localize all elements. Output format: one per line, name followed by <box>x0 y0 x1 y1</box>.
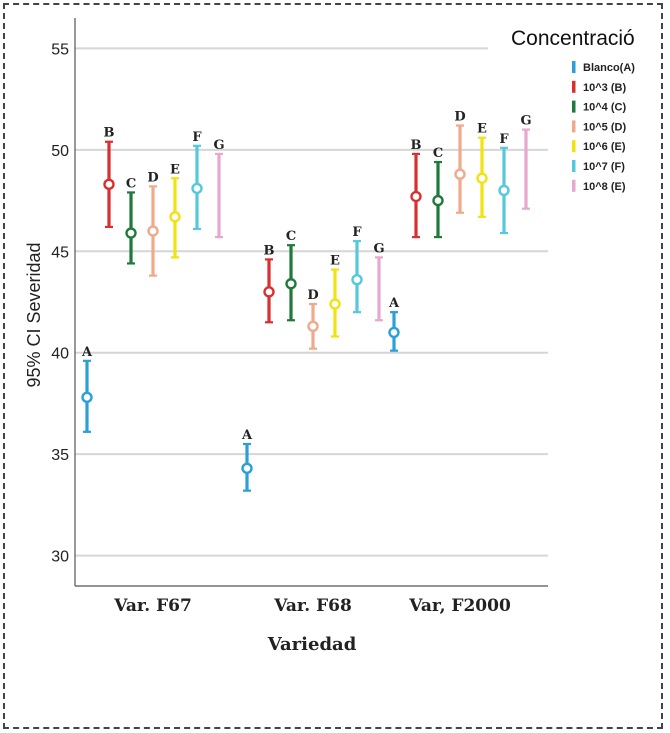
mean-marker <box>388 326 400 339</box>
legend-label: Blanco(A) <box>583 62 635 74</box>
group-letter: E <box>170 162 180 177</box>
group-letter: D <box>307 288 318 303</box>
mean-marker <box>476 172 488 184</box>
legend-title: Concentració <box>511 27 635 50</box>
mean-marker <box>169 211 181 223</box>
mean-marker <box>125 227 137 239</box>
group-letter: A <box>241 428 253 443</box>
series-3: D D D <box>147 110 466 350</box>
mean-marker <box>147 225 159 237</box>
mean-marker <box>454 168 466 180</box>
group-letter: C <box>433 146 443 161</box>
legend-label: 10^3 (B) <box>583 82 626 94</box>
group-letter: D <box>147 170 158 185</box>
y-tick-label: 40 <box>51 346 69 363</box>
legend-swatch <box>572 61 576 73</box>
group-letter: B <box>264 243 275 258</box>
group-letter: E <box>330 254 340 269</box>
mean-marker <box>263 286 275 298</box>
series-6: G G G <box>213 114 532 322</box>
y-tick-label: 45 <box>51 244 69 261</box>
series-2: C C C <box>125 146 444 322</box>
group-letter: A <box>81 345 93 360</box>
group-letter: F <box>352 225 362 240</box>
legend: Concentració Blanco(A) 10^3 (B) 10^4 (C) 10… <box>488 22 660 193</box>
group-letter: G <box>520 114 531 129</box>
legend-label: 10^7 (F) <box>583 161 625 173</box>
mean-marker <box>81 391 93 404</box>
group-letter: G <box>213 138 224 153</box>
legend-label: 10^6 (E) <box>583 141 626 153</box>
group-letter: A <box>388 296 400 311</box>
legend-item: 10^4 (C) <box>572 100 626 114</box>
y-tick-label: 55 <box>51 41 69 58</box>
legend-label: 10^5 (D) <box>583 121 626 133</box>
mean-marker <box>432 194 444 207</box>
axes <box>74 18 548 587</box>
legend-swatch <box>572 80 576 93</box>
legend-item: 10^7 (F) <box>572 160 625 173</box>
legend-items: Blanco(A) 10^3 (B) 10^4 (C) 10^5 (D) 10^6 (E… <box>572 61 635 193</box>
mean-marker <box>351 273 363 286</box>
group-letter: C <box>126 176 136 191</box>
mean-marker <box>498 184 510 197</box>
mean-marker <box>285 278 297 290</box>
series-5: F F F <box>191 130 510 314</box>
legend-label: 10^8 (E) <box>583 181 626 193</box>
group-letter: B <box>411 138 422 153</box>
group-letter: G <box>373 241 384 256</box>
legend-item: 10^5 (D) <box>572 120 626 133</box>
y-tick-labels: 30 35 40 45 50 55 <box>51 41 69 565</box>
x-axis-label: Variedad <box>267 634 357 655</box>
group-letter: F <box>192 130 202 145</box>
group-letter: B <box>104 126 115 141</box>
x-category-labels: Var. F67 Var. F68 Var, F2000 <box>113 596 511 616</box>
mean-marker <box>241 462 253 475</box>
legend-swatch <box>572 179 576 192</box>
mean-marker <box>307 320 319 333</box>
mean-marker <box>410 190 422 203</box>
legend-swatch <box>572 120 576 133</box>
series-1: B B B <box>103 126 422 324</box>
legend-item: 10^8 (E) <box>572 179 626 193</box>
series-0: A A A <box>81 296 400 492</box>
legend-swatch <box>572 140 576 153</box>
legend-item: 10^3 (B) <box>572 80 626 94</box>
legend-title-box <box>488 22 660 52</box>
series-4: E E E <box>169 122 488 338</box>
y-axis-label: 95% CI Severidad <box>24 242 44 387</box>
legend-item: 10^6 (E) <box>572 140 626 153</box>
group-letter: E <box>477 122 487 137</box>
legend-item: Blanco(A) <box>572 61 635 74</box>
y-tick-label: 35 <box>51 447 69 464</box>
y-tick-label: 50 <box>51 143 69 160</box>
legend-swatch <box>572 160 576 172</box>
group-letter: D <box>454 110 465 125</box>
figure-frame <box>3 3 663 729</box>
y-tick-label: 30 <box>51 549 69 566</box>
legend-label: 10^4 (C) <box>583 102 626 114</box>
group-letter: F <box>499 132 509 147</box>
x-category-label: Var, F2000 <box>408 596 511 616</box>
x-category-label: Var. F67 <box>113 596 192 616</box>
x-category-label: Var. F68 <box>273 596 352 616</box>
legend-swatch <box>572 100 576 113</box>
group-letter: C <box>286 229 296 244</box>
mean-marker <box>191 182 203 195</box>
mean-marker <box>329 298 341 310</box>
mean-marker <box>103 178 115 191</box>
